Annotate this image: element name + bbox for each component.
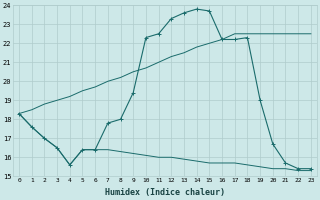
X-axis label: Humidex (Indice chaleur): Humidex (Indice chaleur) [105,188,225,197]
